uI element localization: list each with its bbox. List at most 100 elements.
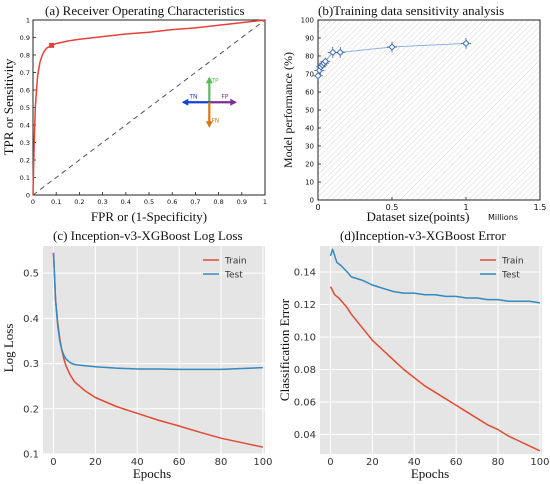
panel-d-error: (d)Inception-v3-XGBoost Error 0 20 40 60 80 1… — [277, 228, 549, 481]
panel-b-point — [462, 39, 470, 48]
panel-a-fp-arrow-head — [230, 98, 237, 106]
panel-b-ytick-label: 20 — [305, 161, 314, 169]
panel-c-line-test — [52, 252, 263, 371]
panel-d-legend-label-train: Train — [501, 257, 524, 267]
panel-c-xtick-label: 60 — [173, 457, 186, 468]
panel-c-xlabel: Epochs — [133, 466, 171, 481]
panel-a-roc-curve — [32, 19, 266, 196]
panel-c-xtick-label: 80 — [215, 457, 228, 468]
panel-a-xtick-label: 0.1 — [51, 198, 61, 206]
panel-a-ytick-label: 0.3 — [20, 139, 30, 147]
panel-a-tp-label: TP — [210, 77, 219, 84]
panel-a-title: (a) Receiver Operating Characteristics — [45, 3, 245, 18]
panel-b-ytick-label: 70 — [305, 71, 314, 79]
panel-a-tn-arrow-head — [181, 98, 189, 106]
panel-b-xtick-label: 1 — [463, 203, 468, 212]
panel-b-point — [336, 48, 344, 57]
panel-c-logloss: (c) Inception-v3-XGBoost Log Loss 0 20 40 6… — [1, 228, 272, 481]
panel-d-ytick-label: 0.10 — [294, 333, 316, 344]
panel-c-xtick-label: 20 — [89, 457, 102, 468]
panel-b-point — [321, 57, 330, 66]
panel-a-tp-arrow-head — [205, 76, 213, 84]
panel-a-xtick-label: 0.6 — [167, 198, 177, 206]
panel-b-xtick-label: 0.5 — [386, 203, 399, 212]
panel-b-ytick-label: 90 — [305, 35, 314, 43]
panel-c-xtick-label: 0 — [50, 457, 56, 468]
panel-d-line-train — [329, 286, 541, 452]
panel-a-operating-point — [49, 42, 55, 48]
panel-a-diagonal — [32, 19, 266, 196]
panel-a-xtick-label: 1 — [263, 198, 267, 206]
panel-a-xtick-label: 0.9 — [237, 198, 247, 206]
panel-a-ytick-label: 0 — [26, 192, 30, 200]
panel-b-point — [329, 48, 337, 57]
panel-a-ytick-label: 0.2 — [20, 157, 30, 165]
panel-c-ytick-label: 0.4 — [23, 314, 39, 325]
panel-d-plot-area — [320, 246, 542, 454]
panel-c-title: (c) Inception-v3-XGBoost Log Loss — [53, 228, 243, 243]
panel-a-ytick-label: 0.1 — [20, 174, 30, 182]
panel-a-roc: (a) Receiver Operating Characteristics 0… — [1, 3, 267, 224]
panel-d-xtick-label: 20 — [366, 457, 379, 468]
panel-c-legend-label-train: Train — [224, 257, 247, 267]
panel-c-ytick-label: 0.2 — [23, 404, 39, 415]
panel-d-xlabel: Epochs — [411, 466, 449, 481]
panel-a-ytick-label: 1 — [26, 17, 30, 25]
panel-d-xtick-label: 100 — [530, 457, 549, 468]
panel-c-xtick-label: 40 — [131, 457, 144, 468]
panel-b-point — [388, 43, 396, 51]
panel-a-xlabel: FPR or (1-Specificity) — [91, 209, 207, 224]
panel-b-plot-area — [317, 19, 541, 201]
panel-d-ytick-label: 0.08 — [294, 365, 316, 376]
panel-b-ytick-label: 30 — [305, 143, 314, 151]
panel-b-ylabel: Model performance (%) — [281, 52, 295, 168]
panel-d-ytick-label: 0.04 — [294, 430, 316, 441]
panel-d-ylabel: Classification Error — [277, 298, 292, 401]
panel-a-ytick-label: 0.7 — [20, 69, 30, 77]
panel-b-ytick-label: 80 — [305, 53, 314, 61]
panel-a-xtick-label: 0.8 — [213, 198, 223, 206]
panel-d-line-test — [329, 248, 541, 304]
panel-a-xtick-label: 0.3 — [97, 198, 107, 206]
panel-a-ytick-label: 0.9 — [20, 34, 30, 42]
panel-a-xtick-label: 0 — [31, 198, 35, 206]
panel-a-tn-label: TN — [188, 93, 197, 100]
panel-b-xlabel: Dataset size(points) — [367, 209, 470, 224]
panel-d-legend-label-test: Test — [501, 271, 520, 281]
panel-c-xtick-label: 100 — [253, 457, 272, 468]
panel-c-ytick-label: 0.3 — [23, 359, 39, 370]
panel-d-ytick-label: 0.06 — [294, 398, 316, 409]
panel-b-ytick-label: 100 — [301, 17, 314, 25]
panel-a-ylabel: TPR or Sensitivity — [1, 58, 16, 155]
panel-b-xtick-label: 1.5 — [534, 203, 547, 212]
panel-b-title: (b)Training data sensitivity analysis — [318, 3, 504, 18]
panel-b-xlabel-unit: Millions — [488, 213, 518, 222]
panel-b-ytick-label: 10 — [305, 179, 314, 187]
panel-a-xtick-label: 0.2 — [74, 198, 84, 206]
panel-a-xtick-label: 0.7 — [190, 198, 200, 206]
panel-d-xtick-label: 60 — [450, 457, 463, 468]
panel-a-xtick-label: 0.4 — [121, 198, 131, 206]
panel-b-xtick-label: 0 — [315, 203, 320, 212]
panel-d-xtick-label: 80 — [492, 457, 505, 468]
panel-a-fp-label: FP — [221, 93, 228, 100]
panel-c-ylabel: Log Loss — [1, 324, 16, 373]
panel-c-ytick-label: 0.1 — [23, 450, 39, 461]
panel-b-ytick-label: 50 — [305, 107, 314, 115]
panel-a-fn-label: FN — [211, 117, 219, 124]
panel-d-xtick-label: 40 — [408, 457, 421, 468]
panel-b-ytick-label: 0 — [310, 197, 314, 205]
panel-a-fn-arrow-head — [205, 121, 213, 128]
panel-d-ytick-label: 0.12 — [294, 300, 316, 311]
panel-a-ytick-label: 0.8 — [20, 52, 30, 60]
panel-d-title: (d)Inception-v3-XGBoost Error — [340, 228, 506, 243]
panel-d-ytick-label: 0.14 — [294, 268, 316, 279]
panel-b-point — [314, 72, 322, 80]
panel-b-ytick-label: 60 — [305, 89, 314, 97]
panel-a-ytick-label: 0.6 — [20, 87, 30, 95]
panel-a-ytick-label: 0.5 — [20, 104, 30, 112]
panel-a-ytick-label: 0.4 — [20, 122, 30, 130]
panel-b-ytick-label: 40 — [305, 125, 314, 133]
